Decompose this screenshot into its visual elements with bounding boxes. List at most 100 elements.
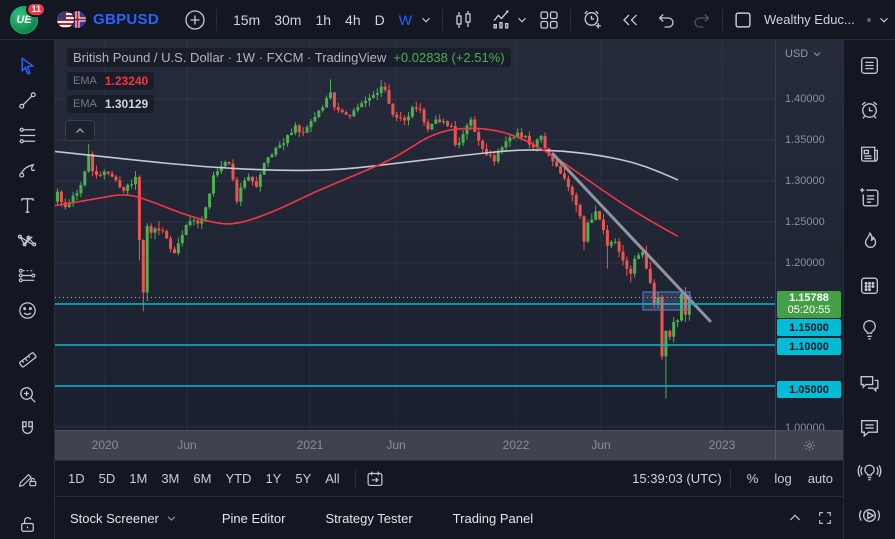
symbol-change: +0.02838 (+2.51%) xyxy=(393,50,505,65)
level-price-label: 1.10000 xyxy=(777,338,841,355)
forecast-tool[interactable] xyxy=(12,263,42,287)
separator xyxy=(721,8,723,31)
legend-collapse-button[interactable] xyxy=(65,120,95,141)
magnet-tool[interactable] xyxy=(12,417,42,441)
axis-settings-corner xyxy=(775,430,843,460)
top-toolbar: UE 11 GBPUSD 15m 30m 1h 4h D W xyxy=(0,0,895,40)
save-layout-checkbox-icon[interactable] xyxy=(732,9,754,31)
axis-settings-gear-icon[interactable] xyxy=(801,437,818,454)
chart-style-candles-icon[interactable] xyxy=(452,8,476,32)
bottom-panel: Stock Screener Pine Editor Strategy Test… xyxy=(55,496,843,539)
zoom-in-tool[interactable] xyxy=(12,382,42,406)
range-3m[interactable]: 3M xyxy=(161,471,180,486)
drawing-mode-lock-tool[interactable] xyxy=(12,466,42,490)
range-1y[interactable]: 1Y xyxy=(265,471,282,486)
cloud-status-dot-icon xyxy=(866,17,871,22)
streams-bulb-icon[interactable] xyxy=(856,458,884,484)
range-1d[interactable]: 1D xyxy=(68,471,85,486)
fib-retracement-tool[interactable] xyxy=(12,123,42,147)
timeframe-chevron-down-icon[interactable] xyxy=(419,13,433,27)
ema-fast-value: 1.23240 xyxy=(104,74,149,88)
price-axis-currency[interactable]: USD xyxy=(785,48,823,60)
account-section: Wealthy Educ... xyxy=(713,8,891,31)
ema-legend-row[interactable]: EMA 1.23240 xyxy=(67,72,155,90)
layout-chevron-down-icon[interactable] xyxy=(877,13,891,27)
separator xyxy=(441,8,443,31)
tab-pine-editor[interactable]: Pine Editor xyxy=(222,511,286,526)
time-tick: 2020 xyxy=(91,438,119,452)
tab-label: Trading Panel xyxy=(452,510,534,526)
separator xyxy=(354,468,356,489)
live-streams-icon[interactable] xyxy=(856,502,884,528)
indicators-icon[interactable] xyxy=(490,7,515,32)
layout-name-label[interactable]: Wealthy Educ... xyxy=(763,12,855,27)
auto-scale-button[interactable]: auto xyxy=(807,471,833,486)
percent-scale-button[interactable]: % xyxy=(746,471,759,486)
screener-chevron-down-icon xyxy=(167,515,176,521)
ema-legend-row[interactable]: EMA 1.30129 xyxy=(67,95,155,113)
undo-icon[interactable] xyxy=(655,8,679,32)
indicators-chevron-down-icon[interactable] xyxy=(515,13,529,27)
economic-calendar-icon[interactable] xyxy=(856,272,884,298)
alert-add-icon[interactable] xyxy=(580,7,605,32)
range-all[interactable]: All xyxy=(325,471,340,486)
price-axis[interactable]: USD 1.40000 1.35000 1.30000 1.25000 1.20… xyxy=(775,40,843,430)
session-clock[interactable]: 15:39:03 (UTC) xyxy=(632,471,722,486)
tab-label: Strategy Tester xyxy=(325,510,413,526)
tab-label: Pine Editor xyxy=(221,510,286,526)
timeframe-1h[interactable]: 1h xyxy=(315,11,332,28)
symbol-search-button[interactable]: GBPUSD xyxy=(93,11,159,28)
range-5d[interactable]: 5D xyxy=(98,471,116,486)
candlestick-chart[interactable] xyxy=(55,40,775,430)
news-icon[interactable] xyxy=(856,140,884,166)
timeframe-1w[interactable]: W xyxy=(398,11,412,28)
notes-add-icon[interactable] xyxy=(856,184,884,210)
bar-countdown: 05:20:55 xyxy=(787,304,831,316)
lock-all-tool[interactable] xyxy=(12,512,42,536)
timeframe-1d[interactable]: D xyxy=(374,11,385,28)
price-tick: 1.20000 xyxy=(785,257,825,269)
panel-controls xyxy=(787,510,833,526)
range-1m[interactable]: 1M xyxy=(129,471,148,486)
tab-stock-screener[interactable]: Stock Screener xyxy=(70,511,178,526)
public-chats-icon[interactable] xyxy=(856,370,884,396)
tab-strategy-tester[interactable]: Strategy Tester xyxy=(325,511,412,526)
level-price-label: 1.15000 xyxy=(777,319,841,336)
log-scale-button[interactable]: log xyxy=(774,471,792,486)
text-tool[interactable] xyxy=(12,193,42,217)
emoji-tool[interactable] xyxy=(12,298,42,322)
bar-replay-icon[interactable] xyxy=(618,8,642,32)
xabcd-pattern-tool[interactable] xyxy=(12,228,42,252)
us-flag-icon xyxy=(56,10,75,29)
goto-date-icon[interactable] xyxy=(364,468,386,490)
price-tick: 1.40000 xyxy=(785,93,825,105)
right-sidebar xyxy=(843,40,895,539)
private-messages-icon[interactable] xyxy=(856,414,884,440)
hotlists-flame-icon[interactable] xyxy=(856,228,884,254)
broker-logo[interactable]: UE 11 xyxy=(10,1,46,34)
time-axis[interactable]: 2020 Jun 2021 Jun 2022 Jun 2023 xyxy=(55,430,775,460)
range-ytd[interactable]: YTD xyxy=(225,471,252,486)
panel-expand-chevron-icon[interactable] xyxy=(787,510,803,526)
last-price-label: 1.15788 05:20:55 xyxy=(777,291,841,318)
symbol-legend[interactable]: British Pound / U.S. Dollar · 1W · FXCM … xyxy=(67,48,511,67)
redo-icon[interactable] xyxy=(689,8,713,32)
watchlist-icon[interactable] xyxy=(856,52,884,78)
timeframe-30m[interactable]: 30m xyxy=(274,11,302,28)
timeframe-4h[interactable]: 4h xyxy=(345,11,361,28)
layout-grid-icon[interactable] xyxy=(537,8,561,32)
level-price-label: 1.05000 xyxy=(777,381,841,398)
alerts-clock-icon[interactable] xyxy=(856,96,884,122)
brush-tool[interactable] xyxy=(12,158,42,182)
compare-add-icon[interactable] xyxy=(183,8,207,32)
tab-trading-panel[interactable]: Trading Panel xyxy=(453,511,533,526)
range-5y[interactable]: 5Y xyxy=(295,471,312,486)
panel-fullscreen-icon[interactable] xyxy=(817,510,833,526)
currency-label: USD xyxy=(785,48,809,60)
ideas-bulb-icon[interactable] xyxy=(856,316,884,342)
range-6m[interactable]: 6M xyxy=(193,471,212,486)
trend-line-tool[interactable] xyxy=(12,88,42,112)
cursor-tool[interactable] xyxy=(12,53,42,77)
timeframe-15m[interactable]: 15m xyxy=(232,11,261,28)
measure-ruler-tool[interactable] xyxy=(12,347,42,371)
